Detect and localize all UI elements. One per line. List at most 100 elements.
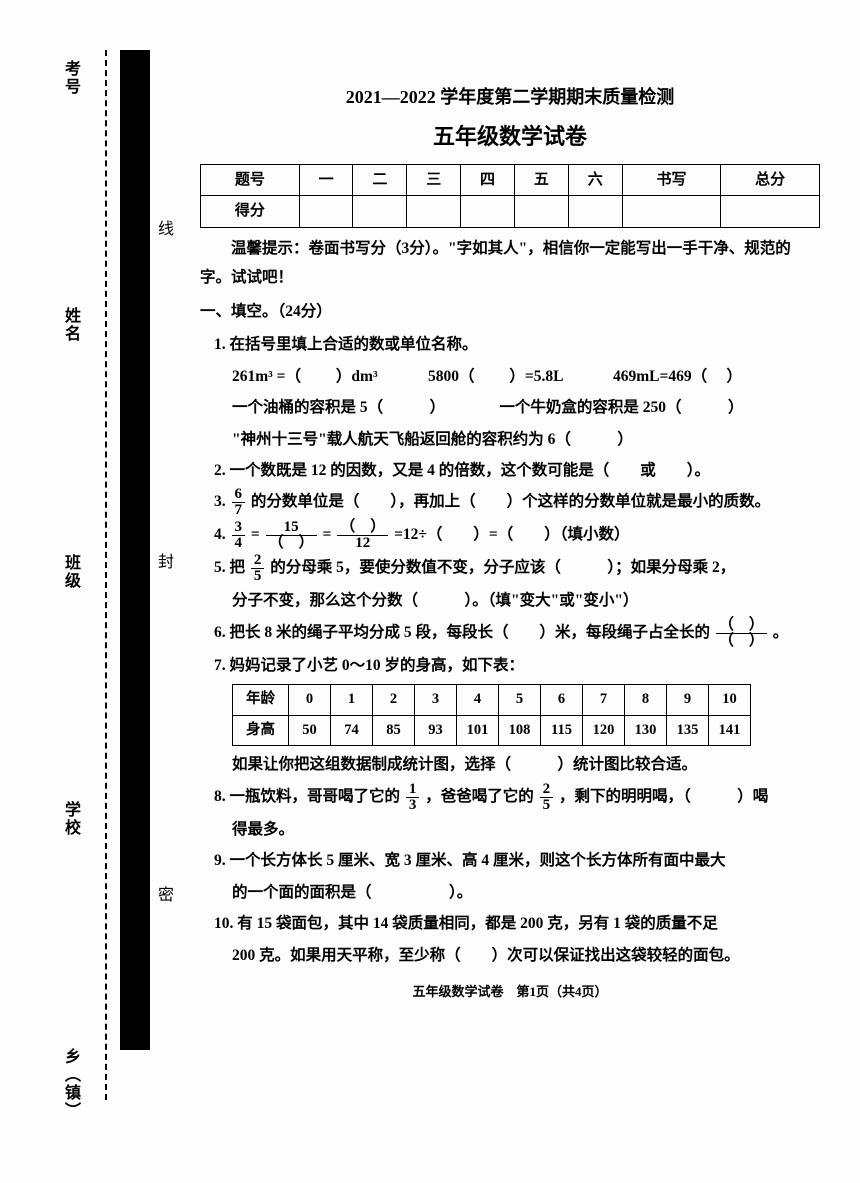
content-area: 2021—2022 学年度第二学期期末质量检测 五年级数学试卷 题号 一 二 三… (200, 80, 820, 1005)
n: 3 (232, 520, 246, 536)
page-footer: 五年级数学试卷 第1页（共4页） (200, 980, 820, 1005)
score-table: 题号 一 二 三 四 五 六 书写 总分 得分 (200, 164, 820, 228)
q3-frac-n: 6 (232, 487, 246, 503)
d: 5 (540, 798, 554, 813)
c: 101 (457, 715, 499, 746)
c: 8 (625, 685, 667, 716)
c: 135 (667, 715, 709, 746)
q4-frac2: 15 （ ） (266, 520, 317, 551)
q4-frac3: （ ） 12 (337, 520, 388, 551)
td-label: 得分 (201, 196, 300, 228)
seal-feng: 封 (158, 548, 174, 572)
c: 74 (331, 715, 373, 746)
title-subject: 五年级数学试卷 (200, 116, 820, 158)
q6-frac: （ ） （ ） (716, 618, 767, 649)
side-labels: 考号 姓名 班级 学校 乡（镇） (50, 60, 90, 1120)
q5mid: 的分母乘 5，要使分数值不变，分子应该（ ）；如果分母乘 2， (270, 560, 735, 577)
d: 3 (406, 798, 420, 813)
eq: = (322, 527, 335, 544)
q8-frac1: 1 3 (406, 782, 420, 813)
label-name: 姓名 (58, 307, 82, 343)
q8a: 8. 一瓶饮料，哥哥喝了它的 (214, 788, 400, 805)
td (721, 196, 820, 228)
th: 总分 (721, 164, 820, 196)
seal-mi: 密 (158, 881, 174, 905)
th: 题号 (201, 164, 300, 196)
th: 二 (353, 164, 407, 196)
title-year: 2021—2022 学年度第二学期期末质量检测 (200, 80, 820, 114)
c: 120 (583, 715, 625, 746)
eq: = (251, 527, 264, 544)
q6: 6. 把长 8 米的绳子平均分成 5 段，每段长（ ）米，每段绳子占全长的 （ … (214, 618, 820, 649)
q3: 3. 6 7 的分数单位是（ ），再加上（ ）个这样的分数单位就是最小的质数。 (214, 487, 820, 518)
c: 141 (709, 715, 751, 746)
q10b: 200 克。如果用天平称，至少称（ ）次可以保证找出这袋较轻的面包。 (232, 941, 820, 970)
n: （ ） (337, 520, 388, 536)
q1-line2: 一个油桶的容积是 5（ ） 一个牛奶盒的容积是 250（ ） (232, 393, 820, 422)
n: 2 (540, 782, 554, 798)
c: 115 (541, 715, 583, 746)
c: 身高 (233, 715, 289, 746)
q8b: ，爸爸喝了它的 (425, 788, 534, 805)
n: （ ） (716, 618, 767, 634)
binding-strip (120, 50, 150, 1050)
q8c: ，剩下的明明喝，（ ）喝 (559, 788, 768, 805)
th: 书写 (622, 164, 721, 196)
q3-frac: 6 7 (232, 487, 246, 518)
q6b: 。 (773, 624, 789, 641)
c: 年龄 (233, 685, 289, 716)
c: 85 (373, 715, 415, 746)
q7-head: 7. 妈妈记录了小艺 0～10 岁的身高，如下表： (214, 651, 820, 680)
q1l1b: ）dm³ (336, 368, 378, 385)
q7-row2: 身高 50 74 85 93 101 108 115 120 130 135 1… (233, 715, 751, 746)
seal-xian: 线 (158, 215, 174, 239)
q1l1f: ） (726, 368, 742, 385)
q3a: 3. (214, 494, 230, 511)
d: （ ） (716, 634, 767, 649)
c: 108 (499, 715, 541, 746)
q4pre: 4. (214, 527, 230, 544)
q1l1c: 5800（ (428, 368, 475, 385)
score-row-header: 题号 一 二 三 四 五 六 书写 总分 (201, 164, 820, 196)
q1-line1: 261m³ =（ ）dm³ 5800（ ）=5.8L 469mL=469（ ） (232, 362, 820, 391)
q9b: 的一个面的面积是（ ）。 (232, 878, 820, 907)
fold-dashed-line (105, 50, 107, 1100)
td (407, 196, 461, 228)
th: 一 (299, 164, 353, 196)
q10a: 10. 有 15 袋面包，其中 14 袋质量相同，都是 200 克，另有 1 袋… (214, 909, 820, 938)
q3-frac-d: 7 (232, 503, 246, 518)
q4-frac1: 3 4 (232, 520, 246, 551)
q5-frac: 2 5 (251, 553, 265, 584)
c: 3 (415, 685, 457, 716)
section-1: 一、填空。（24分） (200, 297, 820, 326)
c: 9 (667, 685, 709, 716)
c: 6 (541, 685, 583, 716)
label-school: 学校 (58, 801, 82, 837)
c: 50 (289, 715, 331, 746)
td (514, 196, 568, 228)
c: 1 (331, 685, 373, 716)
td (568, 196, 622, 228)
td (622, 196, 721, 228)
d: （ ） (266, 536, 317, 551)
q8d: 得最多。 (232, 815, 820, 844)
q4eq3: =12÷（ ）=（ ）（填小数） (394, 527, 629, 544)
c: 10 (709, 685, 751, 716)
q5-line2: 分子不变，那么这个分数（ ）。（填"变大"或"变小"） (232, 586, 820, 615)
c: 7 (583, 685, 625, 716)
q1l1a: 261m³ =（ (232, 368, 301, 385)
td (299, 196, 353, 228)
label-examid: 考号 (58, 60, 82, 96)
hint-text: 温馨提示：卷面书写分（3分）。"字如其人"，相信你一定能写出一手干净、规范的字。… (200, 234, 820, 293)
th: 五 (514, 164, 568, 196)
q4: 4. 3 4 = 15 （ ） = （ ） 12 =12÷（ ）=（ ）（填小数… (214, 520, 820, 551)
label-town: 乡（镇） (58, 1048, 82, 1120)
d: 4 (232, 536, 246, 551)
c: 5 (499, 685, 541, 716)
q7-tail: 如果让你把这组数据制成统计图，选择（ ）统计图比较合适。 (232, 750, 820, 779)
n: 1 (406, 782, 420, 798)
score-row-values: 得分 (201, 196, 820, 228)
q8: 8. 一瓶饮料，哥哥喝了它的 1 3 ，爸爸喝了它的 2 5 ，剩下的明明喝，（… (214, 782, 820, 813)
q7-table: 年龄 0 1 2 3 4 5 6 7 8 9 10 身高 50 74 85 93… (232, 684, 751, 746)
seal-labels: 线 封 密 (156, 60, 176, 1060)
